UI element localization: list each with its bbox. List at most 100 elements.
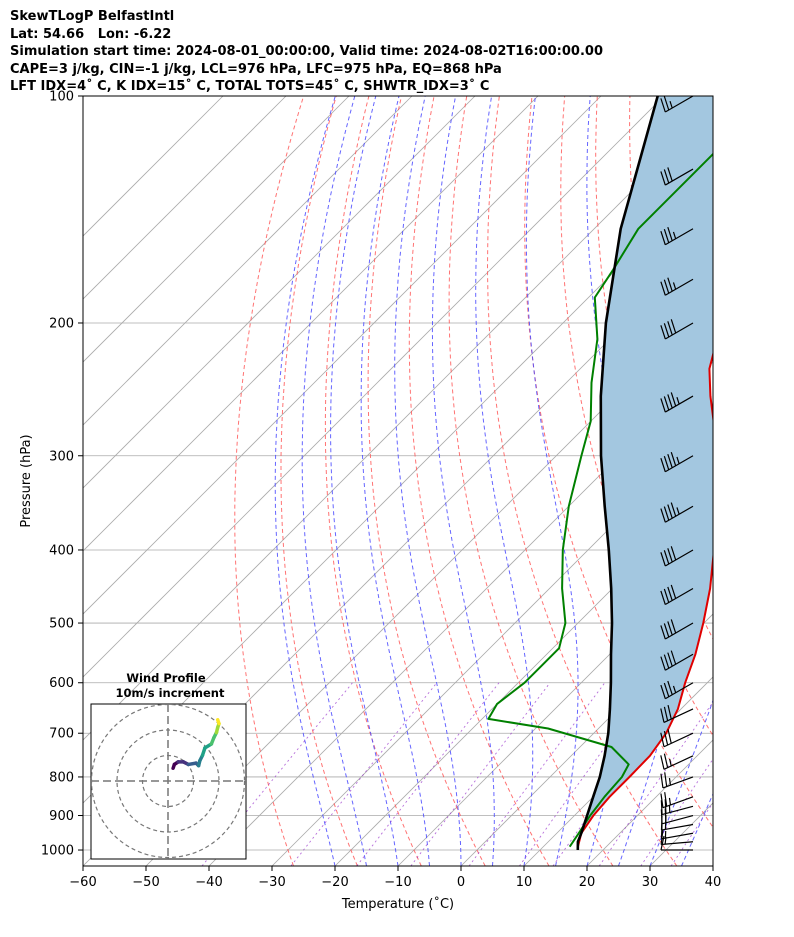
barb-flag	[660, 230, 666, 245]
barb-flag	[664, 772, 668, 787]
barb-flag	[667, 167, 673, 182]
dry-adiabat	[560, 96, 713, 737]
barb-flag	[660, 656, 666, 671]
barb-flag	[663, 96, 670, 111]
barb-flag	[660, 325, 666, 340]
mixing-ratio-line	[598, 701, 713, 866]
barb-staff	[661, 841, 694, 846]
barb-flag	[660, 708, 665, 723]
axes: −60 −50 −40 −30 −20 −10 0 10 20 30 40 1000 900 800 700…	[41, 90, 721, 891]
barb-flag	[663, 550, 670, 565]
dry-adiabat	[408, 96, 550, 866]
time-line: Simulation start time: 2024-08-01_00:00:…	[10, 44, 603, 59]
y-tick-label: 400	[49, 543, 74, 558]
dry-adiabat	[760, 96, 794, 866]
chart-header: SkewTLogP BelfastIntl Lat: 54.66 Lon: -6…	[10, 8, 603, 96]
barb-flag	[660, 625, 666, 640]
barb-half	[668, 797, 672, 806]
moist-adiabat	[431, 96, 495, 866]
wind-barb	[660, 729, 694, 748]
wind-barb	[660, 319, 694, 340]
moist-adiabat	[712, 864, 713, 866]
barb-flag	[667, 504, 673, 519]
barb-flag	[670, 451, 677, 466]
isotherm-line	[460, 613, 713, 866]
dry-adiabat	[448, 96, 614, 866]
wind-barbs	[660, 95, 694, 851]
barb-flag	[664, 792, 668, 807]
wind-barb	[660, 167, 694, 186]
barb-half	[676, 456, 680, 464]
barb-staff	[661, 823, 694, 831]
barb-flag	[670, 546, 677, 561]
barb-flag	[660, 98, 666, 113]
temperature-line	[576, 350, 713, 847]
barb-flag	[663, 396, 670, 411]
x-tick-label: −60	[69, 875, 96, 890]
y-tick-label: 700	[49, 727, 74, 742]
barb-staff	[664, 622, 694, 640]
barb-staff	[662, 776, 694, 789]
barb-flag	[667, 453, 673, 468]
barb-flag	[663, 279, 670, 294]
isotherm-line	[776, 96, 794, 866]
isotherm-line	[83, 96, 350, 363]
parcel-line	[576, 96, 659, 851]
barb-flag	[660, 590, 666, 605]
barb-flag	[667, 652, 673, 667]
barb-half	[676, 397, 680, 405]
moist-adiabat	[330, 96, 399, 866]
barb-flag	[667, 394, 673, 409]
location-line: Lat: 54.66 Lon: -6.22	[10, 26, 172, 42]
barb-staff	[661, 832, 694, 840]
y-tick-label: 200	[49, 316, 74, 331]
barb-flag	[663, 730, 669, 746]
barb-staff	[664, 168, 694, 186]
isotherm-line	[83, 96, 665, 678]
y-tick-label: 300	[49, 449, 74, 464]
isotherm-line	[208, 361, 713, 866]
moist-adiabat	[274, 96, 336, 866]
barb-flag	[670, 319, 677, 334]
barb-flag	[663, 323, 670, 338]
y-tick-label: 1000	[41, 844, 74, 859]
x-tick-label: 30	[642, 875, 659, 890]
mixing-ratio-line	[356, 682, 500, 866]
barb-flag	[660, 552, 666, 567]
barb-half	[668, 777, 672, 786]
dewpoint-line	[487, 152, 713, 848]
wind-barb	[660, 705, 694, 724]
moist-adiabat	[394, 96, 462, 866]
barb-flag	[670, 650, 677, 665]
barb-flag	[663, 706, 669, 721]
isotherm-line	[83, 96, 224, 237]
barb-flag	[660, 800, 663, 815]
x-tick-label: −20	[321, 875, 348, 890]
dry-adiabat	[324, 96, 422, 866]
x-tick-label: −40	[195, 875, 222, 890]
wind-barb	[660, 392, 694, 413]
mixing-ratio-line	[410, 682, 551, 866]
barb-flag	[667, 729, 672, 744]
isotherm-line	[712, 865, 713, 866]
barb-flag	[660, 508, 666, 523]
profile-lines	[487, 96, 713, 851]
isotherm-line	[83, 96, 539, 552]
wind-barb	[660, 95, 694, 113]
barb-flag	[660, 755, 665, 770]
moist-adiabat	[525, 96, 579, 866]
barb-staff	[662, 796, 694, 809]
barb-flag	[670, 584, 677, 599]
barb-flag	[663, 654, 670, 669]
y-tick-label: 800	[49, 770, 74, 785]
barb-half	[672, 685, 677, 693]
dry-adiabat	[280, 96, 358, 866]
barb-flag	[663, 455, 670, 470]
x-tick-label: −30	[258, 875, 285, 890]
wind-barb	[660, 753, 694, 770]
barb-flag	[667, 680, 673, 695]
barb-staff	[664, 278, 694, 296]
wind-barb	[660, 619, 694, 640]
wind-barb	[660, 824, 694, 840]
barb-flag	[663, 169, 670, 184]
